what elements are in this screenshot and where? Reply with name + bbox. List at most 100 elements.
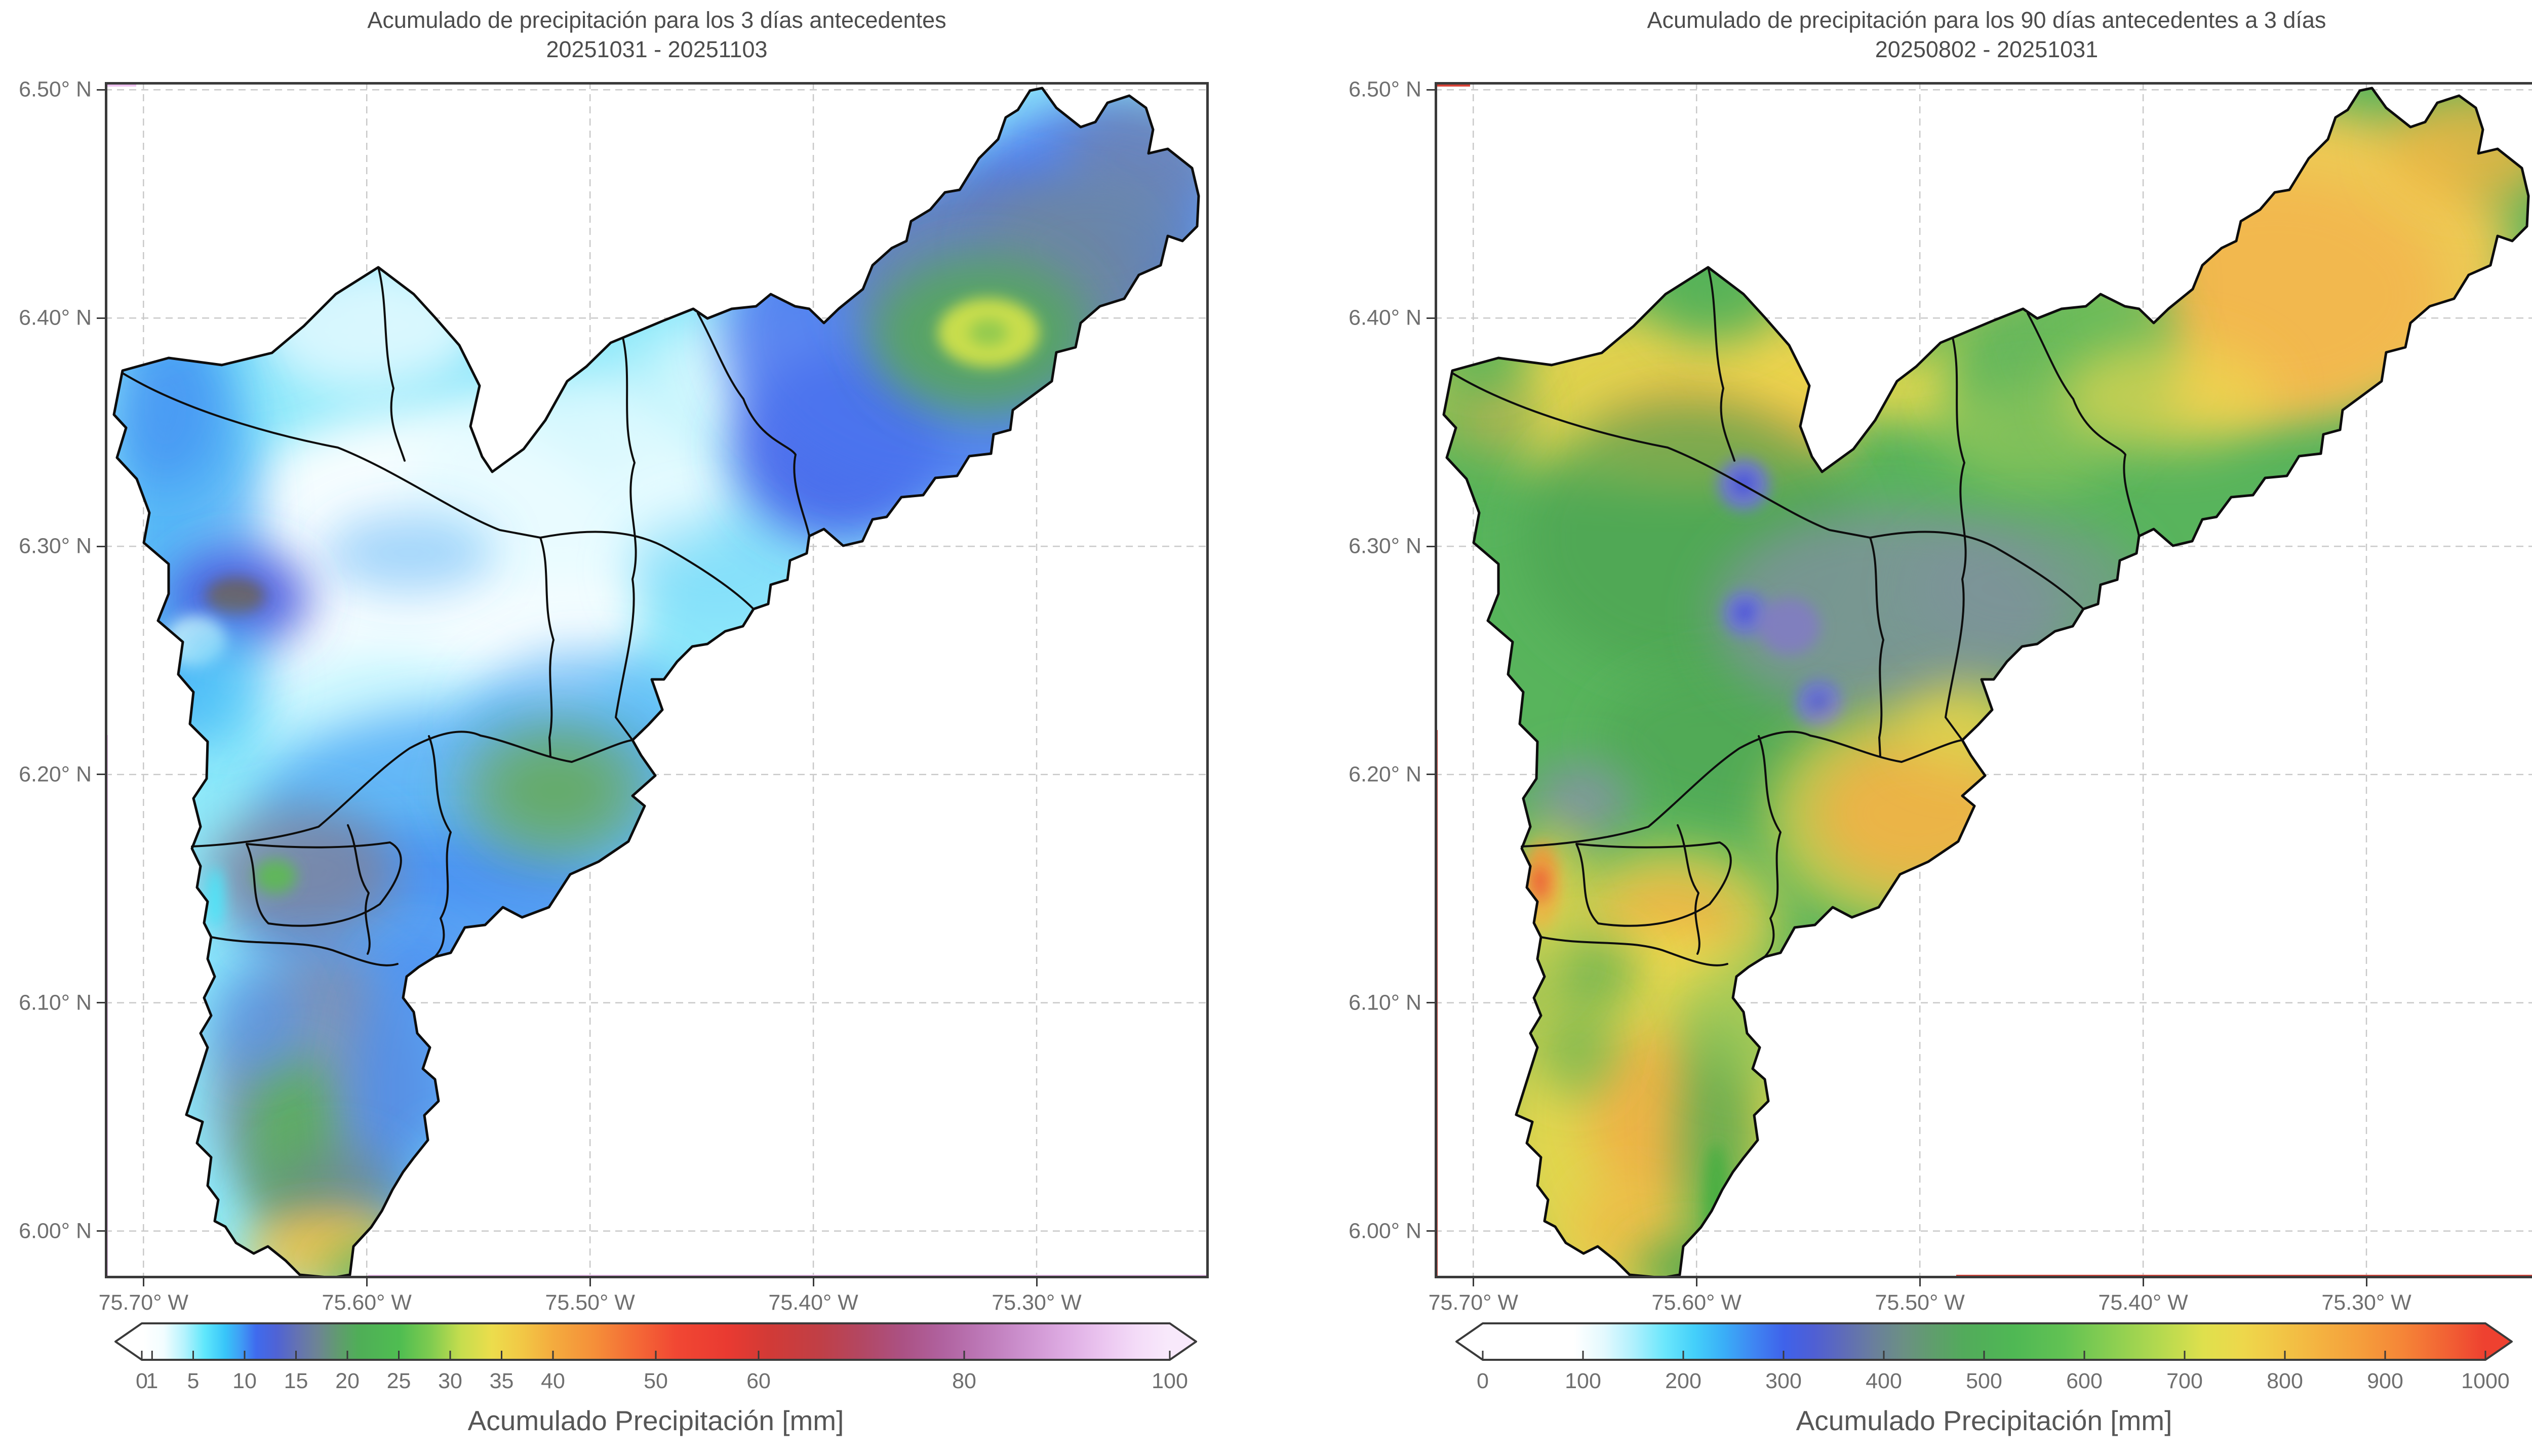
subbasin-boundary bbox=[1677, 824, 1700, 955]
y-tick-label: 6.10° N bbox=[1349, 990, 1421, 1015]
subbasin-boundary bbox=[1707, 266, 1735, 462]
subbasin-boundary bbox=[539, 531, 755, 610]
y-tick-label: 6.40° N bbox=[1349, 305, 1421, 330]
x-tick-mark bbox=[1695, 1278, 1697, 1286]
colorbar-tick-label: 0 bbox=[1477, 1369, 1489, 1393]
y-tick-mark bbox=[1427, 317, 1435, 319]
axes-spines bbox=[105, 82, 1209, 1278]
map-3-days bbox=[105, 82, 1209, 1278]
x-tick-mark bbox=[589, 1278, 591, 1286]
x-tick-mark bbox=[1919, 1278, 1921, 1286]
x-tick-label: 75.70° W bbox=[1428, 1290, 1518, 1315]
subbasin-boundary bbox=[539, 537, 555, 757]
colorbar-tick-label: 50 bbox=[644, 1369, 668, 1393]
left-panel-title-line2: 20251031 - 20251103 bbox=[546, 36, 768, 62]
y-tick-mark bbox=[1427, 774, 1435, 776]
colorbar-tick-label: 200 bbox=[1665, 1369, 1702, 1393]
colorbar-tick-label: 1000 bbox=[2461, 1369, 2510, 1393]
subbasin-boundary bbox=[1758, 735, 1782, 958]
y-tick-mark bbox=[97, 89, 105, 91]
x-tick-mark bbox=[812, 1278, 814, 1286]
colorbar-tick-label: 60 bbox=[746, 1369, 771, 1393]
subbasin-boundary bbox=[615, 337, 637, 741]
x-tick-mark bbox=[2365, 1278, 2367, 1286]
y-tick-label: 6.20° N bbox=[19, 762, 92, 787]
colorbar-tick-label: 1 bbox=[146, 1369, 159, 1393]
right-panel-title-line2: 20250802 - 20251031 bbox=[1875, 36, 2099, 62]
y-tick-label: 6.30° N bbox=[19, 534, 92, 558]
subbasin-boundary bbox=[122, 372, 541, 539]
subbasin-boundary bbox=[210, 936, 399, 966]
y-tick-mark bbox=[1427, 545, 1435, 547]
basin-outline bbox=[1442, 87, 2530, 1278]
subbasin-boundary bbox=[697, 312, 810, 537]
y-tick-label: 6.50° N bbox=[19, 77, 92, 102]
colorbar-tick-label: 300 bbox=[1765, 1369, 1802, 1393]
y-tick-label: 6.20° N bbox=[1349, 762, 1421, 787]
subbasin-boundary bbox=[1945, 337, 1967, 741]
subbasin-boundary bbox=[1869, 537, 1884, 757]
subbasin-boundary bbox=[1540, 936, 1728, 966]
colorbar-tick-label: 25 bbox=[386, 1369, 411, 1393]
y-tick-mark bbox=[1427, 1002, 1435, 1004]
colorbar-3-days bbox=[114, 1322, 1197, 1361]
colorbar-tick-label: 700 bbox=[2166, 1369, 2203, 1393]
subbasin-boundary bbox=[428, 735, 452, 958]
y-tick-mark bbox=[97, 774, 105, 776]
y-tick-mark bbox=[97, 1230, 105, 1232]
colorbar-tick-label: 100 bbox=[1152, 1369, 1188, 1393]
x-tick-label: 75.50° W bbox=[1875, 1290, 1965, 1315]
left-panel-title-line1: Acumulado de precipitación para los 3 dí… bbox=[367, 7, 946, 33]
colorbar-axis-label: Acumulado Precipitación [mm] bbox=[467, 1405, 844, 1436]
colorbar-tick-label: 100 bbox=[1565, 1369, 1601, 1393]
right-panel-title-line1: Acumulado de precipitación para los 90 d… bbox=[1647, 7, 2326, 33]
colorbar-axis-label: Acumulado Precipitación [mm] bbox=[1796, 1405, 2172, 1436]
x-tick-label: 75.30° W bbox=[2321, 1290, 2411, 1315]
x-tick-label: 75.60° W bbox=[1651, 1290, 1742, 1315]
colorbar-tick-label: 600 bbox=[2066, 1369, 2103, 1393]
colorbar-tick-label: 0 bbox=[136, 1369, 148, 1393]
x-tick-label: 75.30° W bbox=[992, 1290, 1082, 1315]
y-tick-label: 6.40° N bbox=[19, 305, 92, 330]
x-tick-mark bbox=[1036, 1278, 1038, 1286]
subbasin-boundary bbox=[377, 266, 406, 462]
x-tick-label: 75.70° W bbox=[98, 1290, 188, 1315]
colorbar-tick-label: 80 bbox=[952, 1369, 976, 1393]
basin-outline bbox=[112, 87, 1200, 1278]
subbasin-boundary bbox=[246, 841, 402, 927]
y-tick-label: 6.50° N bbox=[1349, 77, 1421, 102]
colorbar-tick-label: 10 bbox=[232, 1369, 257, 1393]
colorbar-tick-label: 35 bbox=[489, 1369, 514, 1393]
subbasin-boundary bbox=[1451, 372, 1871, 539]
colorbar-tick-label: 15 bbox=[284, 1369, 308, 1393]
x-tick-mark bbox=[142, 1278, 144, 1286]
y-tick-mark bbox=[1427, 1230, 1435, 1232]
subbasin-boundary bbox=[2027, 312, 2140, 537]
colorbar-tick-label: 800 bbox=[2267, 1369, 2303, 1393]
colorbar-tick-label: 20 bbox=[335, 1369, 360, 1393]
x-tick-mark bbox=[2142, 1278, 2144, 1286]
y-tick-mark bbox=[1427, 89, 1435, 91]
x-tick-label: 75.40° W bbox=[768, 1290, 858, 1315]
colorbar-tick-label: 500 bbox=[1966, 1369, 2002, 1393]
colorbar-tick-label: 400 bbox=[1866, 1369, 1902, 1393]
subbasin-boundary bbox=[1575, 841, 1732, 927]
axes-spines bbox=[1435, 82, 2532, 1278]
x-tick-label: 75.40° W bbox=[2098, 1290, 2188, 1315]
y-tick-mark bbox=[97, 545, 105, 547]
x-tick-label: 75.50° W bbox=[545, 1290, 635, 1315]
y-tick-label: 6.00° N bbox=[19, 1219, 92, 1243]
y-tick-label: 6.00° N bbox=[1349, 1219, 1421, 1243]
colorbar-tick-label: 30 bbox=[438, 1369, 462, 1393]
colorbar-tick-label: 5 bbox=[187, 1369, 200, 1393]
colorbar-tick-label: 40 bbox=[541, 1369, 565, 1393]
y-tick-mark bbox=[97, 1002, 105, 1004]
x-tick-mark bbox=[366, 1278, 368, 1286]
colorbar-90-days bbox=[1455, 1322, 2513, 1361]
colorbar-tick-label: 900 bbox=[2367, 1369, 2403, 1393]
subbasin-boundary bbox=[1869, 531, 2084, 610]
subbasin-boundary bbox=[347, 824, 371, 955]
map-90-days bbox=[1435, 82, 2532, 1278]
x-tick-label: 75.60° W bbox=[322, 1290, 412, 1315]
